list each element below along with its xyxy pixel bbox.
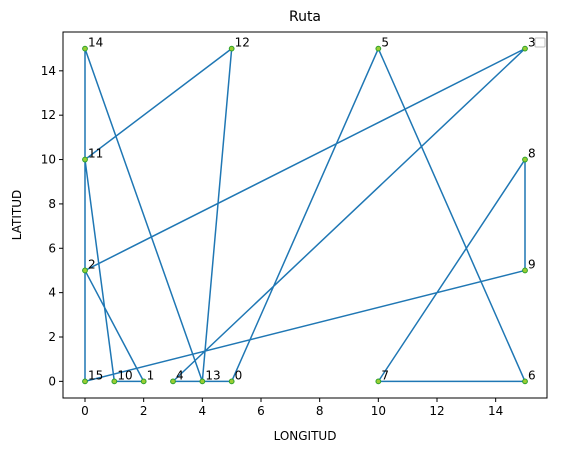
route-point: [375, 378, 382, 385]
point-label: 7: [381, 368, 389, 382]
y-axis-label: LATITUD: [10, 190, 24, 240]
point-label: 8: [528, 147, 536, 161]
point-label: 5: [381, 36, 389, 50]
point-label: 4: [176, 368, 184, 382]
route-point: [111, 378, 118, 385]
route-point: [375, 45, 382, 52]
y-tick-label: 0: [48, 374, 56, 388]
x-axis-label: LONGITUD: [274, 429, 337, 443]
route-point: [82, 45, 88, 52]
route-point: [82, 378, 88, 385]
route-point: [228, 378, 235, 385]
chart-title: Ruta: [289, 9, 321, 25]
point-label: 12: [235, 36, 250, 50]
point-label: 0: [235, 368, 243, 382]
point-label: 10: [117, 368, 132, 382]
point-label: 11: [88, 147, 103, 161]
point-label: 9: [528, 257, 536, 271]
y-tick-label: 4: [48, 286, 56, 300]
point-label: 2: [88, 257, 96, 271]
route-point: [199, 378, 206, 385]
route-point: [82, 156, 88, 163]
route-line: [84, 47, 526, 383]
x-tick-label: 10: [371, 404, 386, 418]
point-label: 13: [205, 368, 220, 382]
y-tick-label: 6: [48, 241, 56, 255]
x-tick-label: 14: [488, 404, 503, 418]
y-tick-label: 2: [48, 330, 56, 344]
x-tick-label: 4: [199, 404, 207, 418]
point-label: 15: [88, 368, 103, 382]
route-point: [140, 378, 147, 385]
x-tick-label: 6: [257, 404, 265, 418]
x-tick-label: 2: [140, 404, 148, 418]
x-tick-label: 8: [316, 404, 324, 418]
route-point: [522, 378, 528, 385]
point-label: 3: [528, 36, 536, 50]
x-tick-label: 12: [429, 404, 444, 418]
route-point: [228, 45, 235, 52]
point-label: 1: [147, 368, 155, 382]
route-point: [170, 378, 176, 385]
point-label: 14: [88, 36, 103, 50]
empty-legend-box: [534, 37, 546, 48]
x-tick-label: 0: [81, 404, 89, 418]
y-tick-label: 12: [41, 108, 56, 122]
y-tick-label: 14: [41, 64, 56, 78]
route-point: [522, 45, 528, 52]
point-label: 6: [528, 368, 536, 382]
axes-frame: [62, 31, 548, 399]
y-tick-label: 8: [48, 197, 56, 211]
route-point: [82, 267, 88, 274]
route-point: [522, 156, 528, 163]
route-point: [522, 267, 528, 274]
y-tick-label: 10: [41, 153, 56, 167]
